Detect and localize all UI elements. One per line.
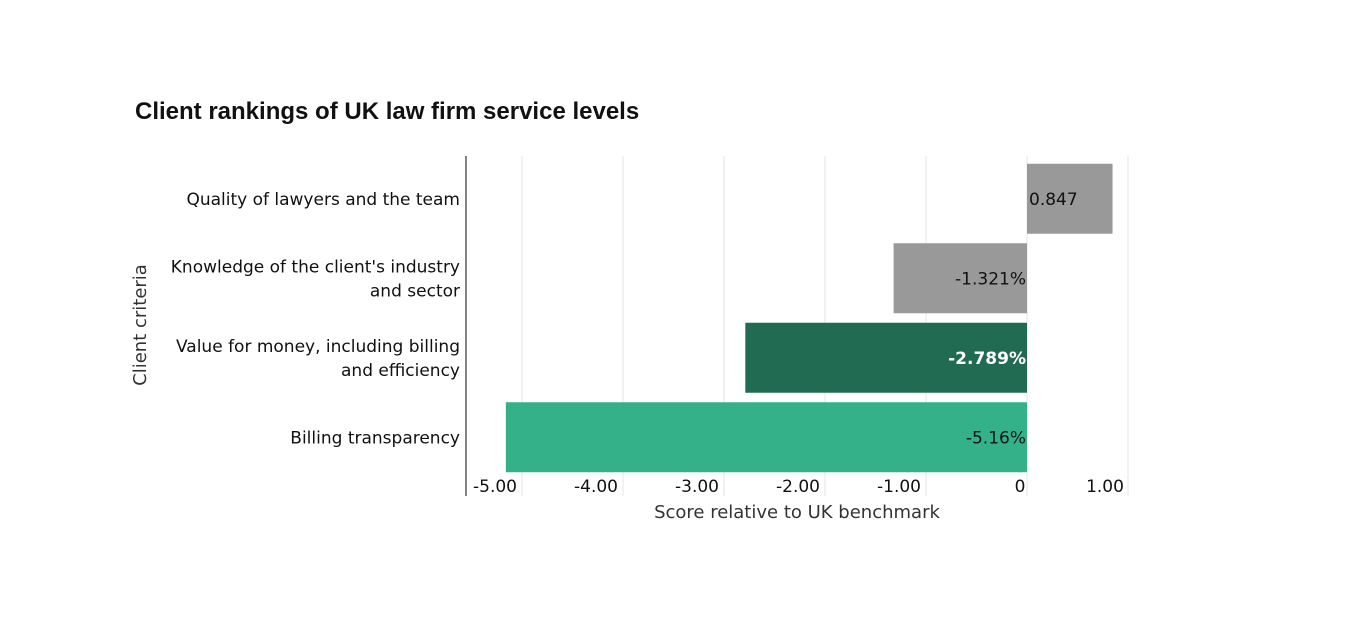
category-label: Billing transparency xyxy=(290,428,460,448)
bar xyxy=(1027,163,1113,234)
bars xyxy=(505,163,1113,473)
x-tick-label: -5.00 xyxy=(473,477,517,497)
data-label: -1.321% xyxy=(955,269,1026,289)
category-label: Quality of lawyers and the team xyxy=(186,190,460,210)
category-label: Value for money, including billing xyxy=(176,337,460,357)
x-tick-label: -2.00 xyxy=(776,477,820,497)
category-label: and sector xyxy=(370,281,460,301)
category-label: Knowledge of the client's industry xyxy=(171,257,460,277)
category-label: and efficiency xyxy=(341,361,460,381)
data-label: -5.16% xyxy=(966,428,1026,448)
x-tick-label: 1.00 xyxy=(1086,477,1124,497)
x-tick-label: -1.00 xyxy=(877,477,921,497)
x-tick-label: -4.00 xyxy=(574,477,618,497)
data-labels: 0.847 -1.321% -2.789% -5.16% xyxy=(948,190,1078,449)
y-axis-title: Client criteria xyxy=(130,264,151,386)
data-label: -2.789% xyxy=(948,349,1026,369)
data-label: 0.847 xyxy=(1029,190,1078,210)
category-labels: Quality of lawyers and the team Knowledge… xyxy=(171,190,460,449)
x-tick-label: 0 xyxy=(1015,477,1026,497)
chart-title: Client rankings of UK law firm service l… xyxy=(135,98,639,125)
x-tick-label: -3.00 xyxy=(675,477,719,497)
x-tick-labels: -5.00 -4.00 -3.00 -2.00 -1.00 0 1.00 xyxy=(473,477,1124,497)
bar xyxy=(745,322,1027,393)
bar xyxy=(505,402,1028,473)
bar xyxy=(893,243,1027,314)
x-axis-title: Score relative to UK benchmark xyxy=(654,502,940,523)
